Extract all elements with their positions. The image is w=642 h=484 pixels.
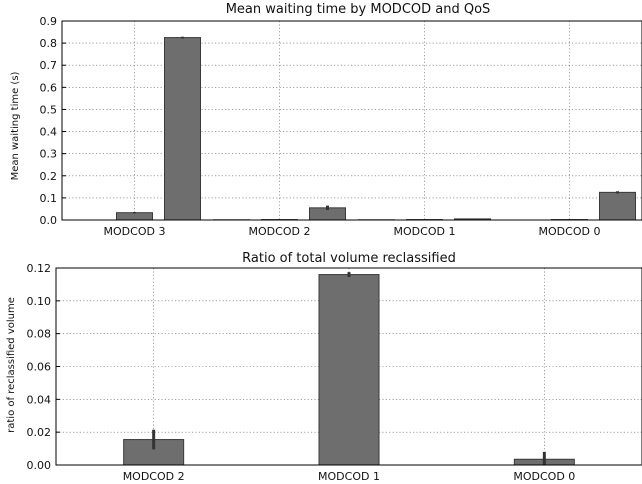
y-tick-label: 0.02 — [27, 426, 52, 439]
y-tick-label: 0.7 — [40, 59, 58, 72]
y-tick-label: 0.3 — [40, 148, 58, 161]
y-tick-label: 0.12 — [27, 262, 52, 275]
y-tick-label: 0.2 — [40, 170, 58, 183]
bar — [116, 212, 153, 221]
y-tick-label: 0.06 — [27, 361, 52, 374]
x-tick-label: MODCOD 1 — [318, 470, 380, 483]
y-tick-label: 0.5 — [40, 103, 58, 116]
x-tick-label: MODCOD 1 — [394, 225, 456, 238]
x-tick-label: MODCOD 3 — [104, 225, 166, 238]
bar — [164, 37, 201, 221]
x-tick-label: MODCOD 0 — [513, 470, 575, 483]
y-tick-label: 0.0 — [40, 214, 58, 227]
y-tick-label: 0.04 — [27, 393, 52, 406]
bar — [599, 191, 636, 221]
x-tick-label: MODCOD 0 — [539, 225, 601, 238]
y-tick-label: 0.10 — [27, 295, 52, 308]
reclassified-ratio-chart: Ratio of total volume reclassified ratio… — [6, 251, 642, 483]
y-tick-label: 0.4 — [40, 126, 58, 139]
chart-title: Mean waiting time by MODCOD and QoS — [226, 2, 491, 17]
y-axis-label: ratio of reclassified volume — [6, 297, 17, 433]
x-tick-label: MODCOD 2 — [249, 225, 311, 238]
y-tick-label: 0.1 — [40, 192, 58, 205]
y-tick-label: 0.00 — [27, 459, 52, 472]
y-tick-label: 0.6 — [40, 81, 58, 94]
plot-frame — [61, 20, 642, 221]
y-tick-label: 0.9 — [40, 15, 58, 28]
plot-frame — [55, 267, 642, 466]
y-axis-label: Mean waiting time (s) — [10, 71, 21, 180]
chart-title: Ratio of total volume reclassified — [242, 251, 456, 266]
waiting-time-chart: Mean waiting time by MODCOD and QoS Mean… — [10, 2, 642, 238]
bar — [318, 274, 380, 466]
x-tick-label: MODCOD 2 — [123, 470, 185, 483]
y-tick-label: 0.8 — [40, 37, 58, 50]
y-tick-label: 0.08 — [27, 328, 52, 341]
